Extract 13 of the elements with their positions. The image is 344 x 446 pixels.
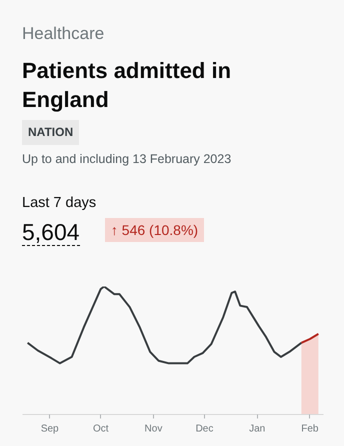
x-tick-label: Nov <box>144 424 162 434</box>
text: ↑ 546 (10.8%) <box>104 218 204 242</box>
text: 5,604 <box>22 218 80 246</box>
text: Up to and including 13 February 2023 <box>22 151 232 168</box>
text: Healthcare <box>22 23 106 44</box>
x-tick-label: Feb <box>301 424 319 434</box>
x-tick-label: Sep <box>40 424 60 434</box>
chart-title: Patients admitted in England <box>22 57 232 114</box>
x-tick-label: Dec <box>196 424 214 434</box>
x-tick-label: Oct <box>92 424 109 434</box>
text: NATION <box>22 120 80 146</box>
x-tick-label: Jan <box>249 424 266 434</box>
text: Last 7 days <box>22 194 98 213</box>
